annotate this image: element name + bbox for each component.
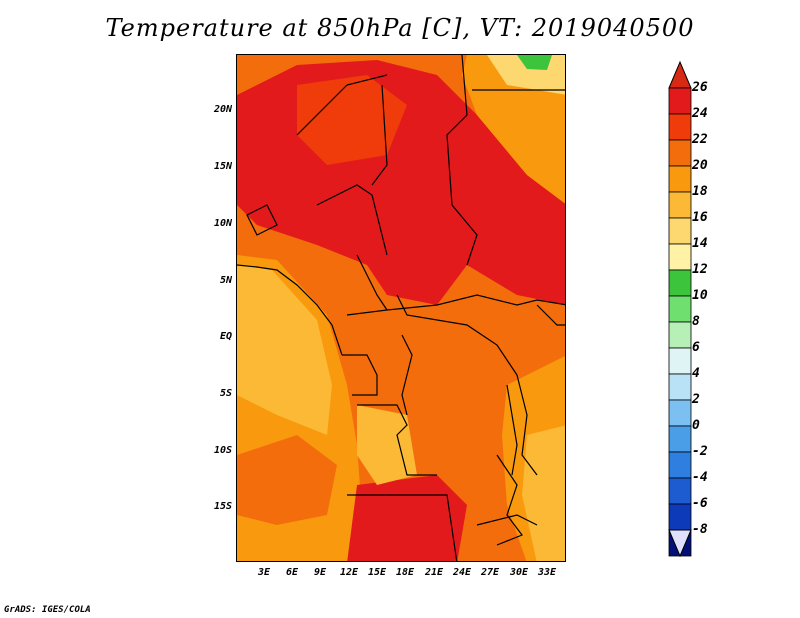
colorbar-cell [668,87,692,115]
colorbar-label: 10 [692,288,708,303]
colorbar-label: -8 [692,522,708,537]
colorbar-cell [668,269,692,297]
colorbar-top-arrow [668,60,692,89]
colorbar-cell [668,477,692,505]
colorbar-label: -2 [692,444,708,459]
field-sahel-patch [297,75,407,165]
colorbar-cell [668,113,692,141]
colorbar-label: -4 [692,470,708,485]
colorbar-cell [668,191,692,219]
field-south-atlantic [237,435,337,525]
colorbar-label: 26 [692,80,708,95]
field-east-light [522,425,565,561]
colorbar-label: 16 [692,210,708,225]
field-northeast-orange [462,55,565,204]
field-angola-hot [347,475,467,561]
colorbar-cell [668,399,692,427]
chart-title: Temperature at 850hPa [C], VT: 201904050… [105,14,695,42]
colorbar-label: 8 [692,314,700,329]
colorbar-label: 6 [692,340,700,355]
colorbar-label: 24 [692,106,708,121]
colorbar-cell [668,373,692,401]
colorbar-cell [668,347,692,375]
colorbar-label: 22 [692,132,708,147]
colorbar-cell [668,243,692,271]
field-northeast-green [517,55,552,70]
colorbar-bottom-arrow [668,529,692,558]
colorbar-label: 18 [692,184,708,199]
colorbar-cells [668,87,692,557]
credit-text: GrADS: IGES/COLA [4,605,91,615]
colorbar-label: 12 [692,262,708,277]
field-ocean-light [237,265,332,435]
colorbar-cell [668,425,692,453]
colorbar-label: 4 [692,366,700,381]
field-angola-light [357,405,417,485]
colorbar-cell [668,139,692,167]
colorbar-label: 2 [692,392,700,407]
colorbar-label: 0 [692,418,700,433]
colorbar-label: 14 [692,236,708,251]
colorbar-cell [668,295,692,323]
temperature-map [236,54,566,562]
colorbar-cell [668,503,692,531]
colorbar-label: -6 [692,496,708,511]
colorbar-cell [668,451,692,479]
colorbar-cell [668,165,692,193]
country-borders [237,55,565,561]
colorbar-cell [668,321,692,349]
colorbar-label: 20 [692,158,708,173]
colorbar-cell [668,217,692,245]
map-field [237,55,565,561]
